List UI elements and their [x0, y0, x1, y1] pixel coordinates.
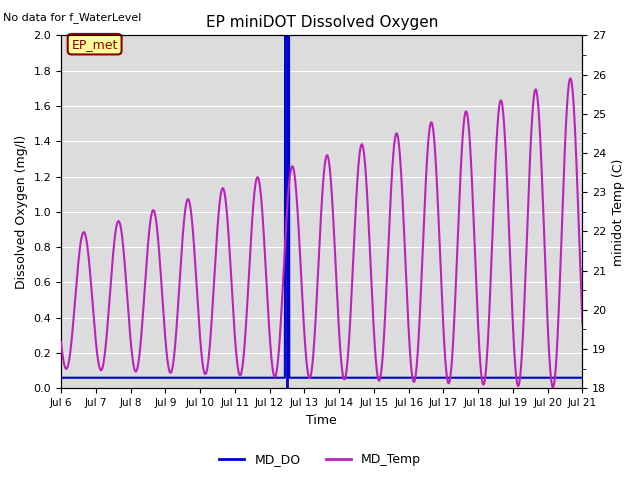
- Text: No data for f_WaterLevel: No data for f_WaterLevel: [3, 12, 141, 23]
- MD_DO: [152, 375, 159, 381]
- MD_Temp: [486, 300, 493, 305]
- MD_DO: [446, 375, 454, 381]
- Text: EP_met: EP_met: [72, 38, 118, 51]
- MD_DO: [57, 375, 65, 381]
- MD_Temp: [549, 384, 557, 390]
- MD_DO: [396, 375, 404, 381]
- MD_DO: [486, 375, 493, 381]
- MD_Temp: [446, 376, 454, 382]
- MD_DO: [257, 375, 264, 381]
- Title: EP miniDOT Dissolved Oxygen: EP miniDOT Dissolved Oxygen: [205, 15, 438, 30]
- MD_Temp: [566, 75, 574, 81]
- MD_Temp: [396, 156, 404, 161]
- MD_Temp: [57, 339, 65, 345]
- Y-axis label: minidot Temp (C): minidot Temp (C): [612, 158, 625, 265]
- MD_DO: [370, 375, 378, 381]
- Y-axis label: Dissolved Oxygen (mg/l): Dissolved Oxygen (mg/l): [15, 135, 28, 289]
- MD_Temp: [152, 215, 159, 221]
- MD_Temp: [257, 186, 264, 192]
- X-axis label: Time: Time: [307, 414, 337, 427]
- MD_Temp: [370, 325, 378, 331]
- MD_DO: [579, 375, 586, 381]
- MD_Temp: [579, 321, 586, 326]
- MD_DO: [281, 33, 289, 38]
- Line: MD_Temp: MD_Temp: [61, 78, 582, 387]
- Legend: MD_DO, MD_Temp: MD_DO, MD_Temp: [214, 448, 426, 471]
- Line: MD_DO: MD_DO: [61, 36, 582, 378]
